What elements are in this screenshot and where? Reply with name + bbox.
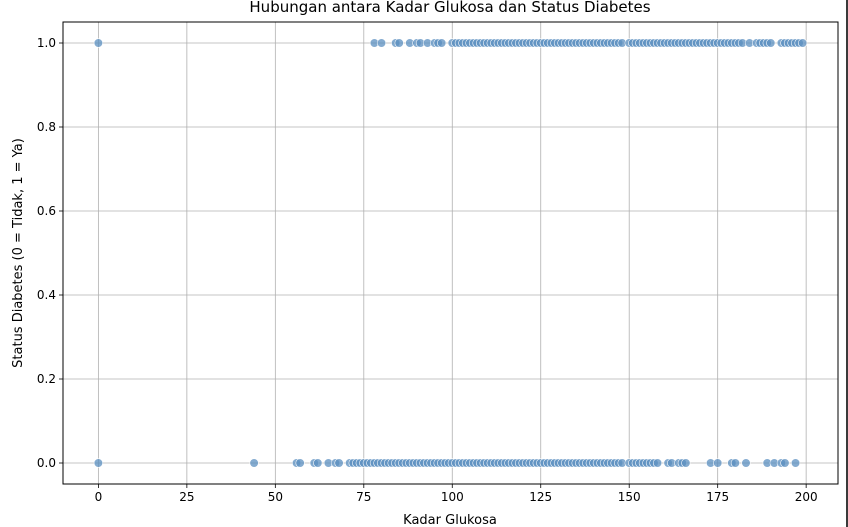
data-point [376, 38, 387, 48]
x-tick-label: 50 [268, 490, 283, 504]
x-axis-label: Kadar Glukosa [403, 513, 497, 527]
data-point [766, 38, 776, 48]
data-point [798, 38, 808, 48]
x-tick-label: 125 [529, 490, 552, 504]
data-point [713, 458, 723, 468]
data-point [681, 458, 691, 468]
data-point [93, 38, 103, 48]
data-point [93, 458, 103, 468]
data-point [780, 458, 790, 468]
y-tick-label: 0.0 [37, 456, 56, 470]
y-tick-label: 0.2 [37, 372, 56, 386]
x-tick-label: 150 [618, 490, 641, 504]
data-point [334, 458, 344, 468]
data-point [313, 458, 323, 468]
axis-ticks: 0 25 50 75 100 125 150 175 200 0.0 0.2 0.4 0.6 0.8 1.0 [37, 36, 818, 504]
x-tick-label: 100 [441, 490, 464, 504]
x-tick-label: 0 [95, 490, 103, 504]
data-point [730, 458, 740, 468]
plot-area-frame [62, 21, 839, 485]
data-points [93, 38, 808, 468]
y-tick-label: 1.0 [37, 36, 56, 50]
y-tick-label: 0.4 [37, 288, 56, 302]
data-point [249, 458, 259, 468]
grid-layer [63, 22, 838, 484]
x-tick-label: 175 [706, 490, 729, 504]
y-tick-label: 0.6 [37, 204, 56, 218]
x-tick-label: 25 [179, 490, 194, 504]
x-tick-label: 200 [795, 490, 818, 504]
data-point [394, 38, 404, 48]
y-tick-label: 0.8 [37, 120, 56, 134]
x-tick-label: 75 [356, 490, 371, 504]
data-point [652, 458, 663, 468]
data-point [437, 38, 447, 48]
data-point [295, 458, 305, 468]
data-point [790, 458, 801, 468]
y-axis-label: Status Diabetes (0 = Tidak, 1 = Ya) [11, 138, 26, 368]
data-point [741, 458, 751, 468]
chart-title: Hubungan antara Kadar Glukosa dan Status… [249, 0, 650, 16]
